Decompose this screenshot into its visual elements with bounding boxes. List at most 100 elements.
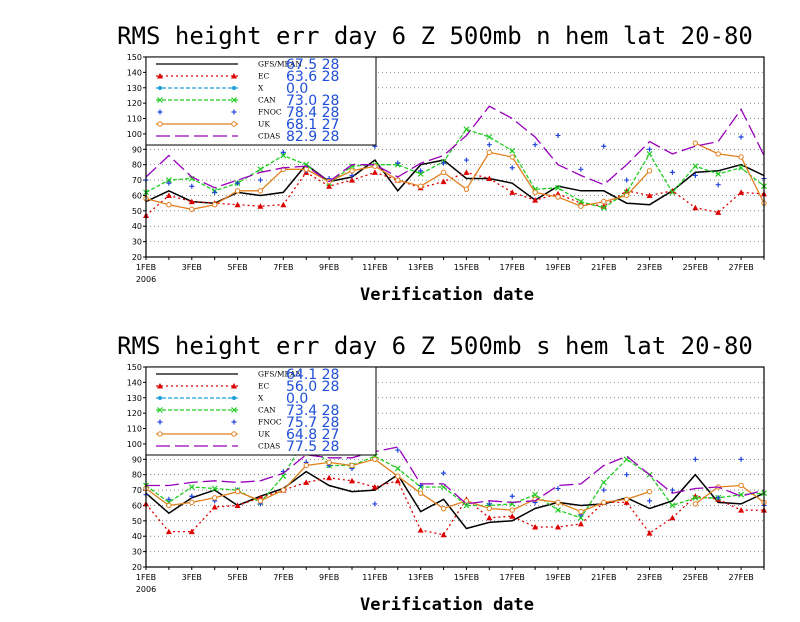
legend-label: UK <box>258 120 270 129</box>
data-point <box>555 194 561 200</box>
series-line <box>146 446 765 505</box>
data-point <box>280 201 287 208</box>
year-label: 2006 <box>136 275 156 284</box>
data-point <box>486 149 493 156</box>
data-point <box>509 493 515 499</box>
data-point <box>715 209 722 215</box>
data-point <box>601 487 607 493</box>
data-point <box>303 166 309 173</box>
data-point <box>601 499 607 506</box>
legend-value: 78.4 28 <box>286 105 339 121</box>
series-uk <box>143 140 767 213</box>
x-axis-label: Verification date <box>360 285 534 305</box>
data-point <box>166 180 172 186</box>
y-tick-label: 50 <box>132 207 142 216</box>
data-point <box>212 189 218 195</box>
legend-label: FNOC <box>258 418 282 427</box>
x-tick-label: 9FEB <box>319 573 339 582</box>
data-point <box>257 188 264 194</box>
data-point <box>257 203 264 209</box>
data-point <box>280 473 287 480</box>
data-point <box>326 459 332 466</box>
data-point <box>555 524 561 530</box>
y-tick-label: 130 <box>127 394 142 403</box>
legend-marker <box>157 97 163 103</box>
data-point <box>211 485 218 492</box>
legend-marker <box>158 86 162 90</box>
chart-title: RMS height err day 6 Z 500mb n hem lat 2… <box>117 22 753 50</box>
x-tick-label: 9FEB <box>319 263 339 272</box>
data-point <box>646 150 653 157</box>
legend-marker <box>157 73 163 79</box>
data-point <box>509 189 516 195</box>
data-point <box>509 147 516 154</box>
x-tick-label: 25FEB <box>683 573 708 582</box>
y-tick-label: 70 <box>132 486 142 495</box>
data-point <box>394 477 401 484</box>
series-line <box>145 159 765 206</box>
data-point <box>395 447 401 453</box>
data-point <box>372 501 378 507</box>
y-tick-label: 140 <box>127 378 142 387</box>
legend-label: GFS/MEAN <box>258 60 302 69</box>
data-point <box>532 189 538 196</box>
data-point <box>394 465 401 472</box>
data-point <box>509 165 515 171</box>
x-tick-label: 7FEB <box>273 573 293 582</box>
data-point <box>738 134 744 140</box>
data-point <box>235 180 241 186</box>
x-tick-label: 15FEB <box>454 573 479 582</box>
legend-marker <box>232 86 236 90</box>
data-point <box>738 189 745 195</box>
data-point <box>189 206 195 213</box>
data-point <box>578 166 584 172</box>
data-point <box>418 168 424 174</box>
data-point <box>623 192 630 199</box>
data-point <box>166 201 172 208</box>
legend-value: 0.0 <box>286 391 308 407</box>
data-point <box>165 528 172 535</box>
legend-value: 73.0 28 <box>286 93 339 109</box>
legend-marker <box>158 396 162 400</box>
x-tick-label: 11FEB <box>362 573 387 582</box>
legend-box <box>145 366 377 456</box>
legend-value: 67.5 28 <box>286 57 339 73</box>
data-point <box>646 192 653 198</box>
y-tick-label: 150 <box>127 363 142 372</box>
data-point <box>441 160 447 166</box>
y-tick-label: 40 <box>132 532 142 541</box>
data-point <box>257 177 263 183</box>
legend-value: 0.0 <box>286 81 308 97</box>
legend-value: 73.4 28 <box>286 403 339 419</box>
data-point <box>738 507 745 513</box>
data-point <box>577 520 584 527</box>
data-point <box>326 474 333 481</box>
data-point <box>188 175 195 182</box>
data-point <box>417 527 424 533</box>
x-tick-label: 13FEB <box>408 263 433 272</box>
y-tick-label: 90 <box>132 455 142 464</box>
y-tick-label: 110 <box>127 425 142 434</box>
y-tick-label: 70 <box>132 176 142 185</box>
data-point <box>647 146 653 152</box>
data-point <box>280 152 287 159</box>
data-point <box>165 192 172 198</box>
x-tick-label: 3FEB <box>182 573 202 582</box>
data-point <box>463 157 469 163</box>
data-point <box>165 177 172 184</box>
data-point <box>669 189 676 196</box>
data-point <box>738 482 744 489</box>
data-point <box>234 502 241 508</box>
plot-frame <box>145 366 765 568</box>
data-point <box>486 505 493 512</box>
legend-value: 82.9 28 <box>286 129 339 145</box>
data-point <box>211 504 218 510</box>
legend-label: FNOC <box>258 108 282 117</box>
y-tick-label: 80 <box>132 161 142 170</box>
x-tick-label: 1FEB <box>136 573 156 582</box>
legend-marker <box>232 396 236 400</box>
y-tick-label: 90 <box>132 145 142 154</box>
data-point <box>578 203 584 209</box>
